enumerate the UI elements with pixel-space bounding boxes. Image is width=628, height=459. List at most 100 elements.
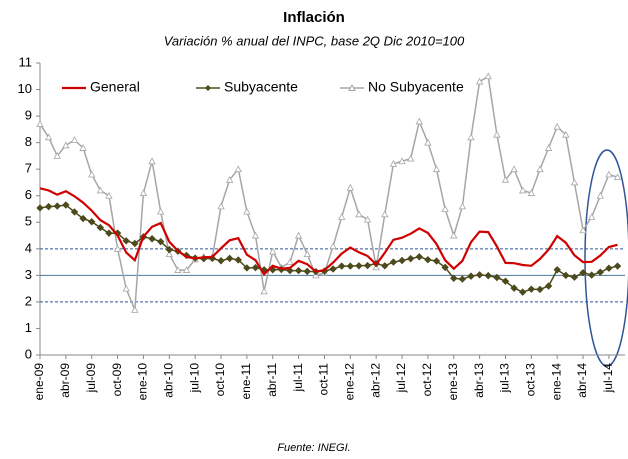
marker bbox=[458, 202, 467, 210]
marker bbox=[398, 256, 406, 265]
marker bbox=[493, 273, 501, 282]
y-tick-label: 2 bbox=[25, 293, 32, 308]
x-tick-label: ene-14 bbox=[549, 363, 563, 401]
x-tick-label: oct-10 bbox=[213, 363, 227, 397]
x-tick-label: jul-13 bbox=[498, 363, 512, 394]
marker bbox=[381, 262, 389, 270]
marker bbox=[605, 264, 613, 272]
x-tick-label: abr-12 bbox=[368, 363, 382, 398]
marker bbox=[53, 202, 61, 210]
marker bbox=[467, 133, 475, 141]
marker bbox=[424, 255, 432, 264]
marker bbox=[458, 275, 467, 283]
marker bbox=[363, 215, 372, 223]
marker bbox=[441, 205, 449, 212]
marker bbox=[527, 189, 536, 196]
marker bbox=[493, 130, 501, 138]
marker bbox=[613, 173, 622, 181]
marker bbox=[415, 117, 423, 125]
marker bbox=[62, 141, 70, 149]
marker bbox=[570, 178, 579, 186]
marker bbox=[122, 284, 130, 292]
marker bbox=[260, 287, 268, 295]
marker bbox=[105, 191, 113, 199]
marker bbox=[174, 266, 182, 273]
marker bbox=[562, 130, 570, 138]
marker bbox=[587, 271, 596, 279]
marker bbox=[251, 231, 260, 239]
marker bbox=[131, 239, 139, 248]
marker bbox=[484, 271, 492, 280]
marker bbox=[432, 165, 441, 173]
marker bbox=[234, 165, 242, 173]
marker bbox=[355, 210, 363, 218]
marker bbox=[398, 157, 406, 165]
marker bbox=[70, 136, 79, 143]
marker bbox=[363, 261, 372, 270]
marker bbox=[156, 237, 165, 246]
x-tick-label: abr-14 bbox=[575, 363, 589, 398]
marker bbox=[355, 262, 363, 270]
highlight-ellipse bbox=[584, 149, 628, 367]
y-tick-label: 9 bbox=[25, 108, 32, 123]
x-tick-label: ene-09 bbox=[32, 363, 46, 401]
marker bbox=[70, 208, 79, 216]
marker bbox=[450, 231, 458, 239]
marker bbox=[501, 277, 510, 285]
marker bbox=[329, 265, 337, 273]
marker bbox=[415, 253, 423, 261]
marker bbox=[88, 170, 96, 178]
marker bbox=[338, 213, 346, 220]
marker bbox=[62, 201, 70, 209]
marker bbox=[544, 144, 553, 151]
marker bbox=[432, 257, 441, 265]
marker bbox=[148, 235, 156, 243]
marker bbox=[441, 263, 449, 272]
marker bbox=[303, 250, 311, 258]
y-tick-label: 1 bbox=[25, 320, 32, 335]
marker bbox=[536, 165, 544, 173]
x-tick-label: ene-13 bbox=[446, 363, 460, 401]
x-tick-label: abr-13 bbox=[472, 363, 486, 398]
marker bbox=[406, 154, 415, 162]
x-tick-label: ene-10 bbox=[136, 363, 150, 401]
marker bbox=[217, 202, 225, 210]
series-line bbox=[39, 75, 618, 311]
y-tick-label: 4 bbox=[25, 240, 32, 255]
marker bbox=[243, 264, 251, 272]
x-tick-label: oct-12 bbox=[420, 363, 434, 397]
marker bbox=[553, 266, 561, 274]
y-tick-label: 10 bbox=[18, 81, 32, 96]
x-tick-label: jul-14 bbox=[601, 363, 615, 394]
marker bbox=[527, 285, 536, 293]
marker bbox=[544, 282, 553, 290]
marker bbox=[53, 152, 61, 159]
marker bbox=[139, 189, 148, 196]
marker bbox=[96, 223, 105, 232]
marker bbox=[510, 284, 518, 292]
marker bbox=[562, 271, 570, 280]
y-tick-label: 11 bbox=[19, 54, 33, 69]
marker bbox=[536, 285, 544, 294]
marker bbox=[596, 268, 605, 276]
marker bbox=[269, 247, 277, 255]
marker bbox=[148, 157, 156, 165]
marker bbox=[467, 272, 475, 280]
marker bbox=[475, 271, 484, 279]
marker bbox=[131, 306, 139, 313]
marker bbox=[234, 256, 242, 264]
marker bbox=[251, 263, 260, 272]
marker bbox=[44, 133, 53, 141]
y-tick-label: 5 bbox=[25, 214, 32, 229]
marker bbox=[579, 226, 587, 234]
marker bbox=[588, 213, 596, 220]
x-tick-label: jul-12 bbox=[394, 363, 408, 394]
marker bbox=[337, 262, 346, 270]
legend-marker bbox=[348, 83, 356, 91]
x-tick-label: oct-11 bbox=[317, 363, 331, 396]
marker bbox=[79, 214, 87, 223]
marker bbox=[105, 229, 113, 237]
x-tick-label: oct-13 bbox=[524, 363, 538, 397]
y-tick-label: 3 bbox=[25, 267, 32, 282]
marker bbox=[484, 72, 492, 80]
